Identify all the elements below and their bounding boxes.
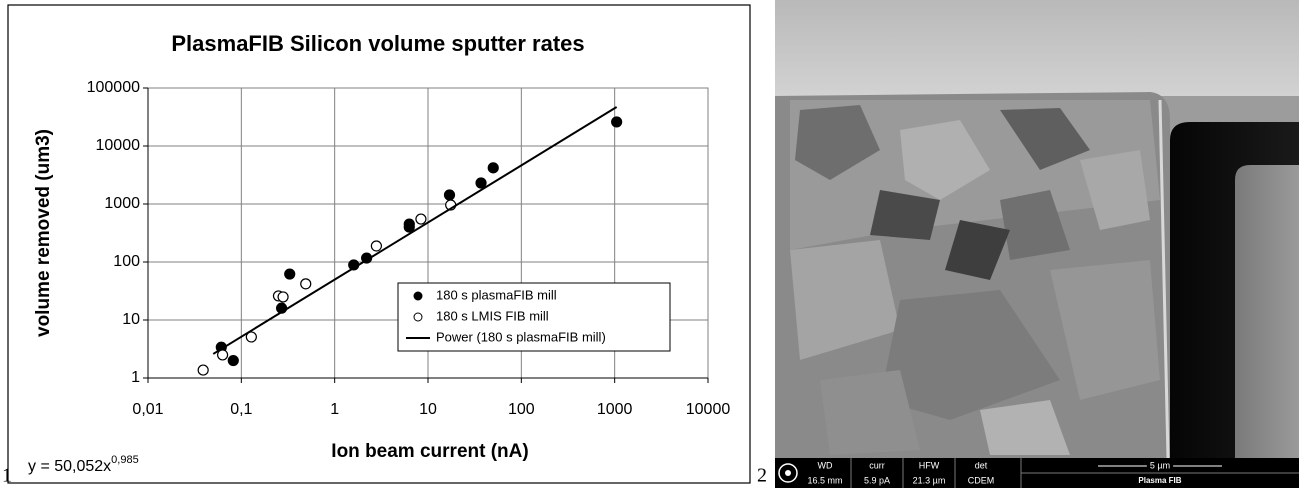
data-point <box>370 240 383 252</box>
x-tick-label: 0,01 <box>132 401 163 418</box>
data-point <box>403 221 415 233</box>
legend-swatch <box>413 312 423 322</box>
x-axis-label: Ion beam current (nA) <box>331 441 528 462</box>
data-point <box>415 213 427 225</box>
y-tick-label: 10 <box>122 311 140 328</box>
y-tick-label: 1 <box>131 369 140 386</box>
data-point <box>611 116 623 128</box>
scale-bar-label: 5 µm <box>1150 460 1170 470</box>
data-point <box>217 349 229 361</box>
info-value: 21.3 µm <box>913 475 946 485</box>
x-tick-label: 10 <box>419 401 437 418</box>
chart-title: PlasmaFIB Silicon volume sputter rates <box>171 31 584 56</box>
legend-label: Power (180 s plasmaFIB mill) <box>436 329 606 344</box>
trend-line <box>212 106 618 355</box>
data-point <box>443 189 456 201</box>
data-point <box>300 278 312 290</box>
data-point <box>245 331 257 343</box>
data-point <box>284 268 296 280</box>
scale-bar-gap <box>1146 462 1174 470</box>
y-axis-label: volume removed (um3) <box>33 129 54 337</box>
data-point <box>197 364 209 376</box>
info-label: det <box>975 460 988 470</box>
data-point <box>475 177 487 189</box>
legend-label: 180 s plasmaFIB mill <box>436 287 557 302</box>
legend-label: 180 s LMIS FIB mill <box>436 308 549 323</box>
y-tick-label: 1000 <box>104 195 140 212</box>
mode-label: Plasma FIB <box>1138 476 1181 485</box>
legend-box <box>397 282 671 352</box>
info-value: 16.5 mm <box>807 475 842 485</box>
sem-image: WD 16.5 mm curr 5.9 pA HFW 21.3 µm det CDEM 5 µm… <box>775 0 1299 488</box>
info-label: WD <box>818 460 833 470</box>
data-point <box>487 162 499 174</box>
equation-exponent: 0,985 <box>111 454 139 466</box>
y-tick-label: 10000 <box>96 137 141 154</box>
data-point <box>277 291 289 303</box>
y-tick-label: 100 <box>113 253 140 270</box>
y-tick-label: 100000 <box>87 79 140 96</box>
x-tick-label: 1000 <box>597 401 633 418</box>
x-tick-label: 100 <box>508 401 535 418</box>
x-tick-label: 0,1 <box>230 401 252 418</box>
x-tick-label: 1 <box>330 401 339 418</box>
info-label: curr <box>869 460 885 470</box>
data-point <box>227 354 239 367</box>
x-tick-label: 10000 <box>686 401 731 418</box>
equation: y = 50,052x0,985 <box>28 454 139 475</box>
info-label: HFW <box>919 460 940 470</box>
legend-swatch <box>413 291 423 301</box>
info-value: CDEM <box>968 475 995 485</box>
panel-label: 1 <box>2 465 12 487</box>
equation-text: y = 50,052x <box>28 458 111 475</box>
panel-label: 2 <box>757 465 767 487</box>
info-value: 5.9 pA <box>864 475 890 485</box>
